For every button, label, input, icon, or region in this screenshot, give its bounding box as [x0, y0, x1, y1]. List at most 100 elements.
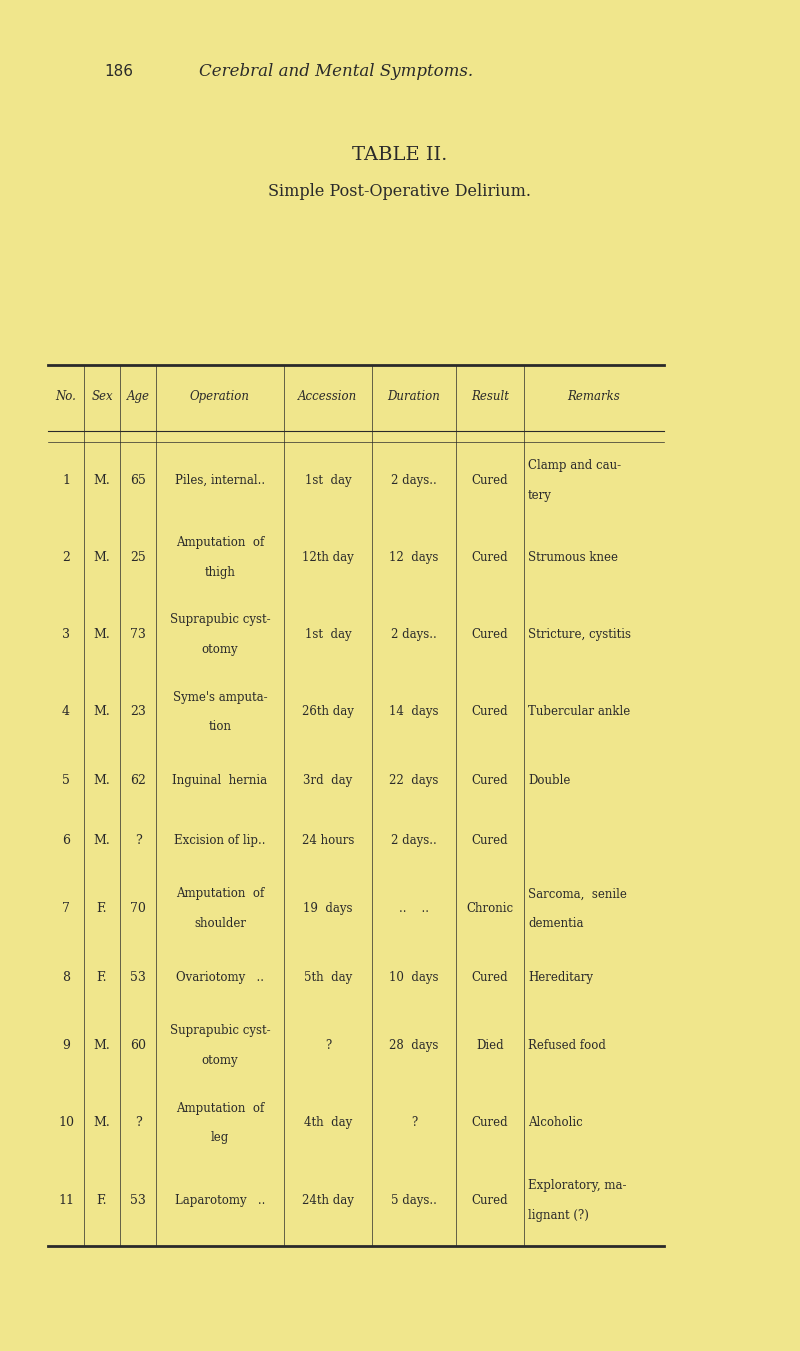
Text: 3: 3 — [62, 628, 70, 642]
Text: Hereditary: Hereditary — [528, 970, 593, 984]
Text: Cured: Cured — [472, 774, 508, 788]
Text: Cured: Cured — [472, 551, 508, 563]
Text: 65: 65 — [130, 474, 146, 486]
Text: 60: 60 — [130, 1039, 146, 1052]
Text: F.: F. — [97, 902, 107, 915]
Text: Suprapubic cyst-: Suprapubic cyst- — [170, 613, 270, 627]
Text: otomy: otomy — [202, 643, 238, 657]
Text: M.: M. — [94, 774, 110, 788]
Text: 22  days: 22 days — [390, 774, 438, 788]
Text: M.: M. — [94, 1116, 110, 1129]
Text: Sarcoma,  senile: Sarcoma, senile — [528, 888, 627, 900]
Text: Remarks: Remarks — [568, 390, 620, 403]
Text: M.: M. — [94, 834, 110, 847]
Text: Refused food: Refused food — [528, 1039, 606, 1052]
Text: 70: 70 — [130, 902, 146, 915]
Text: TABLE II.: TABLE II. — [352, 146, 448, 165]
Text: 28  days: 28 days — [390, 1039, 438, 1052]
Text: Clamp and cau-: Clamp and cau- — [528, 459, 621, 471]
Text: Suprapubic cyst-: Suprapubic cyst- — [170, 1024, 270, 1038]
Text: Result: Result — [471, 390, 509, 403]
Text: ?: ? — [325, 1039, 331, 1052]
Text: Cured: Cured — [472, 628, 508, 642]
Text: Cured: Cured — [472, 970, 508, 984]
Text: 10: 10 — [58, 1116, 74, 1129]
Text: Tubercular ankle: Tubercular ankle — [528, 705, 630, 719]
Text: 26th day: 26th day — [302, 705, 354, 719]
Text: F.: F. — [97, 970, 107, 984]
Text: 53: 53 — [130, 1194, 146, 1206]
Text: ?: ? — [411, 1116, 417, 1129]
Text: Cured: Cured — [472, 705, 508, 719]
Text: 6: 6 — [62, 834, 70, 847]
Text: otomy: otomy — [202, 1054, 238, 1067]
Text: Chronic: Chronic — [466, 902, 514, 915]
Text: M.: M. — [94, 705, 110, 719]
Text: Sex: Sex — [91, 390, 113, 403]
Text: 9: 9 — [62, 1039, 70, 1052]
Text: 2: 2 — [62, 551, 70, 563]
Text: 1st  day: 1st day — [305, 628, 351, 642]
Text: Double: Double — [528, 774, 570, 788]
Text: ..    ..: .. .. — [399, 902, 429, 915]
Text: Amputation  of: Amputation of — [176, 536, 264, 549]
Text: Cured: Cured — [472, 474, 508, 486]
Text: 24 hours: 24 hours — [302, 834, 354, 847]
Text: Inguinal  hernia: Inguinal hernia — [173, 774, 267, 788]
Text: 5 days..: 5 days.. — [391, 1194, 437, 1206]
Text: Simple Post-Operative Delirium.: Simple Post-Operative Delirium. — [269, 184, 531, 200]
Text: 2 days..: 2 days.. — [391, 834, 437, 847]
Text: tion: tion — [209, 720, 231, 734]
Text: Syme's amputa-: Syme's amputa- — [173, 690, 267, 704]
Text: 25: 25 — [130, 551, 146, 563]
Text: Exploratory, ma-: Exploratory, ma- — [528, 1179, 626, 1192]
Text: Piles, internal..: Piles, internal.. — [175, 474, 265, 486]
Text: 7: 7 — [62, 902, 70, 915]
Text: 4th  day: 4th day — [304, 1116, 352, 1129]
Text: 53: 53 — [130, 970, 146, 984]
Text: 12  days: 12 days — [390, 551, 438, 563]
Text: 186: 186 — [104, 63, 133, 80]
Text: Laparotomy   ..: Laparotomy .. — [175, 1194, 265, 1206]
Text: 2 days..: 2 days.. — [391, 628, 437, 642]
Text: 14  days: 14 days — [390, 705, 438, 719]
Text: Alcoholic: Alcoholic — [528, 1116, 582, 1129]
Text: Cured: Cured — [472, 1116, 508, 1129]
Text: tery: tery — [528, 489, 552, 501]
Text: dementia: dementia — [528, 917, 583, 929]
Text: Ovariotomy   ..: Ovariotomy .. — [176, 970, 264, 984]
Text: Cured: Cured — [472, 1194, 508, 1206]
Text: 12th day: 12th day — [302, 551, 354, 563]
Text: Duration: Duration — [387, 390, 441, 403]
Text: 11: 11 — [58, 1194, 74, 1206]
Text: F.: F. — [97, 1194, 107, 1206]
Text: Age: Age — [126, 390, 150, 403]
Text: Excision of lip..: Excision of lip.. — [174, 834, 266, 847]
Text: 2 days..: 2 days.. — [391, 474, 437, 486]
Text: 1st  day: 1st day — [305, 474, 351, 486]
Text: Died: Died — [476, 1039, 504, 1052]
Text: 19  days: 19 days — [303, 902, 353, 915]
Text: ?: ? — [134, 834, 142, 847]
Text: 10  days: 10 days — [390, 970, 438, 984]
Text: 3rd  day: 3rd day — [303, 774, 353, 788]
Text: Cerebral and Mental Symptoms.: Cerebral and Mental Symptoms. — [199, 63, 473, 80]
Text: 5th  day: 5th day — [304, 970, 352, 984]
Text: Amputation  of: Amputation of — [176, 1101, 264, 1115]
Text: thigh: thigh — [205, 566, 235, 578]
Text: lignant (?): lignant (?) — [528, 1209, 589, 1221]
Text: 5: 5 — [62, 774, 70, 788]
Text: M.: M. — [94, 474, 110, 486]
Text: Accession: Accession — [298, 390, 358, 403]
Text: 8: 8 — [62, 970, 70, 984]
Text: shoulder: shoulder — [194, 917, 246, 929]
Text: 23: 23 — [130, 705, 146, 719]
Text: M.: M. — [94, 1039, 110, 1052]
Text: Operation: Operation — [190, 390, 250, 403]
Text: Amputation  of: Amputation of — [176, 888, 264, 900]
Text: Stricture, cystitis: Stricture, cystitis — [528, 628, 631, 642]
Text: M.: M. — [94, 628, 110, 642]
Text: ?: ? — [134, 1116, 142, 1129]
Text: leg: leg — [211, 1131, 229, 1144]
Text: 1: 1 — [62, 474, 70, 486]
